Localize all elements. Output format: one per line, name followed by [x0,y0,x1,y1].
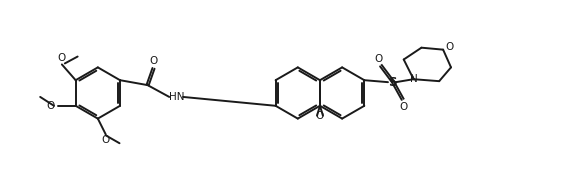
Text: O: O [316,111,324,121]
Text: HN: HN [169,92,185,102]
Text: N: N [410,74,417,84]
Text: O: O [400,102,408,112]
Text: O: O [374,54,382,64]
Text: O: O [102,135,110,145]
Text: O: O [47,101,55,111]
Text: O: O [58,53,66,63]
Text: S: S [387,76,396,89]
Text: O: O [149,56,158,66]
Text: O: O [445,42,453,52]
